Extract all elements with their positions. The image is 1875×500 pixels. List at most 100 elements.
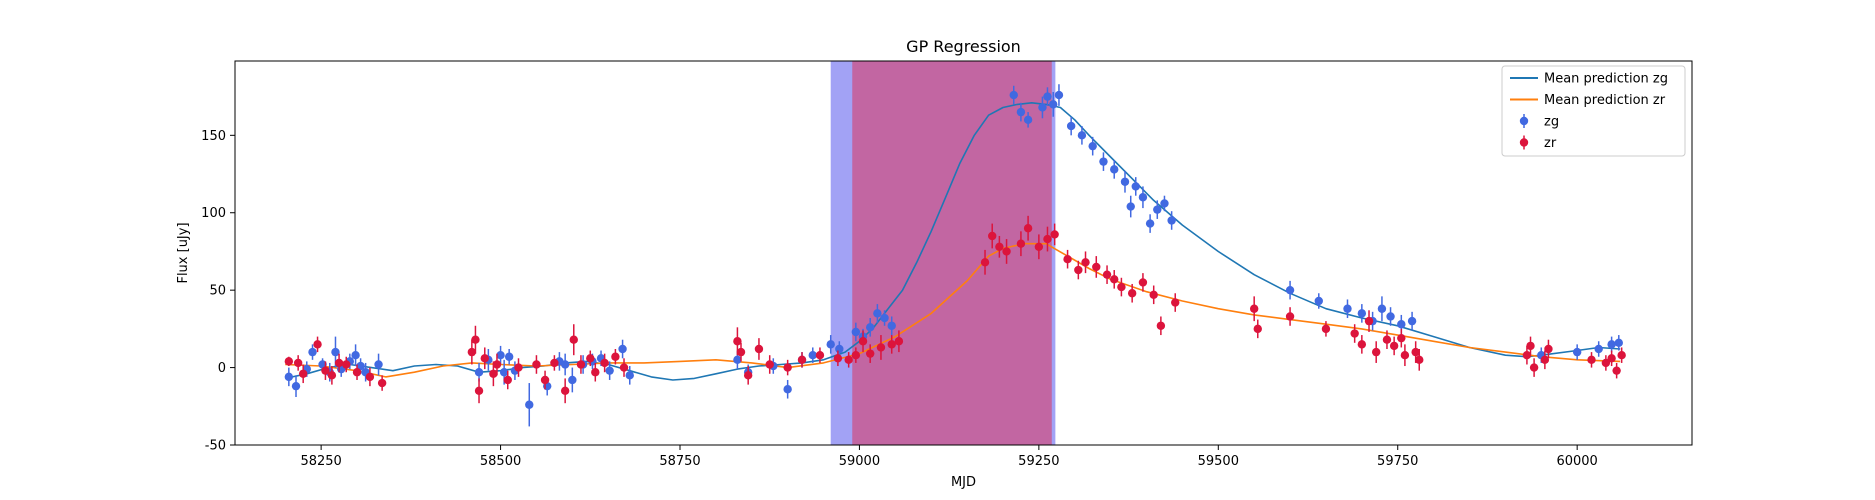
data-point [1587,355,1596,365]
data-point [1110,275,1119,284]
data-point [1407,316,1417,326]
data-point [1099,157,1108,166]
data-point [1594,344,1603,354]
data-point [865,349,875,358]
data-point [733,355,742,365]
data-point [851,327,861,337]
data-point [1321,324,1331,334]
data-point [1016,239,1026,248]
data-point [1138,193,1148,202]
legend-item: zr [1519,135,1557,151]
data-point [1074,265,1083,275]
data-point [1126,202,1135,211]
data-point [736,347,746,357]
data-point [1400,350,1410,360]
x-axis-ticks: 58250 58500 58750 59000 59250 59500 59750 60000 [300,445,1598,469]
legend-box [1501,65,1686,157]
legend: Mean prediction zg Mean prediction zr zg zr [1501,65,1686,157]
data-point [1522,350,1532,360]
data-point [1049,100,1058,109]
data-point [625,371,634,380]
data-point [1529,363,1539,372]
y-tick-label: 150 [201,129,226,144]
data-point [1156,321,1166,330]
data-point [1572,347,1582,357]
data-point [876,343,886,352]
data-point [352,368,362,377]
data-point [1081,258,1090,267]
data-point [894,337,904,346]
data-point [1138,278,1148,287]
data-point [474,368,484,377]
y-tick-label: 50 [209,284,226,299]
data-point [540,375,550,385]
data-point [591,368,600,377]
data-point [489,369,498,378]
data-point [503,375,512,385]
data-point [600,358,609,368]
x-tick-label: 58250 [300,454,341,469]
data-point [835,344,844,354]
data-point [1149,290,1158,300]
data-point [1160,199,1169,208]
data-point [560,386,570,396]
data-point [995,242,1004,252]
data-point [499,368,509,377]
data-point [1088,141,1097,151]
data-point [826,340,835,349]
y-tick-label: -50 [205,439,226,454]
data-point [496,350,505,360]
data-point [733,337,742,346]
data-point [1526,341,1535,351]
data-point [550,358,559,368]
data-point [474,386,484,396]
data-point [532,360,541,369]
data-point [356,361,365,371]
data-point [808,350,817,360]
data-point [611,352,620,361]
legend-marker-swatch [1519,138,1529,147]
y-tick-label: 100 [201,206,226,221]
data-point [1544,344,1553,354]
legend-label: zg [1544,115,1559,130]
x-tick-label: 59500 [1198,454,1239,469]
data-point [1607,340,1616,349]
data-point [1034,242,1044,252]
data-point [858,337,868,346]
data-point [1002,247,1011,256]
data-point [1386,312,1395,321]
data-point [605,366,614,375]
data-point [1153,205,1162,214]
data-point [342,360,351,369]
data-point [471,335,480,344]
data-point [1614,338,1623,348]
legend-item: Mean prediction zr [1510,93,1666,108]
x-tick-label: 60000 [1556,454,1597,469]
observation-points [284,84,1626,427]
data-point [797,355,807,365]
x-tick-label: 59250 [1018,454,1059,469]
data-point [1110,165,1119,174]
x-tick-label: 59000 [839,454,880,469]
data-point [618,344,627,354]
data-point [1350,329,1359,338]
data-point [313,340,322,349]
data-point [1102,270,1112,279]
data-point [765,360,774,369]
data-point [334,358,344,368]
axes-frame [234,60,1693,446]
data-point [351,350,360,360]
data-point [851,350,861,360]
data-point [743,371,753,380]
data-point [1117,282,1126,292]
data-point [754,344,764,354]
data-point [293,358,303,368]
data-point [880,313,889,323]
data-point [783,385,792,394]
data-point [988,231,997,241]
data-point [374,360,383,369]
data-point [1127,289,1137,298]
data-point [1397,320,1406,329]
data-point [514,363,523,372]
data-point [844,355,853,365]
